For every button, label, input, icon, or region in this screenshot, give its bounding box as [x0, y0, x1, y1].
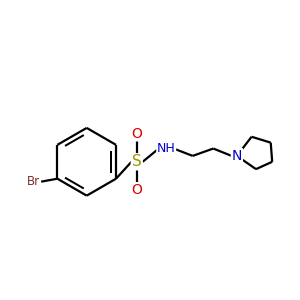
- Text: O: O: [131, 127, 142, 141]
- Text: Br: Br: [27, 175, 40, 188]
- Text: S: S: [132, 154, 142, 169]
- Text: NH: NH: [157, 142, 176, 155]
- Text: N: N: [232, 149, 242, 163]
- Text: O: O: [131, 183, 142, 197]
